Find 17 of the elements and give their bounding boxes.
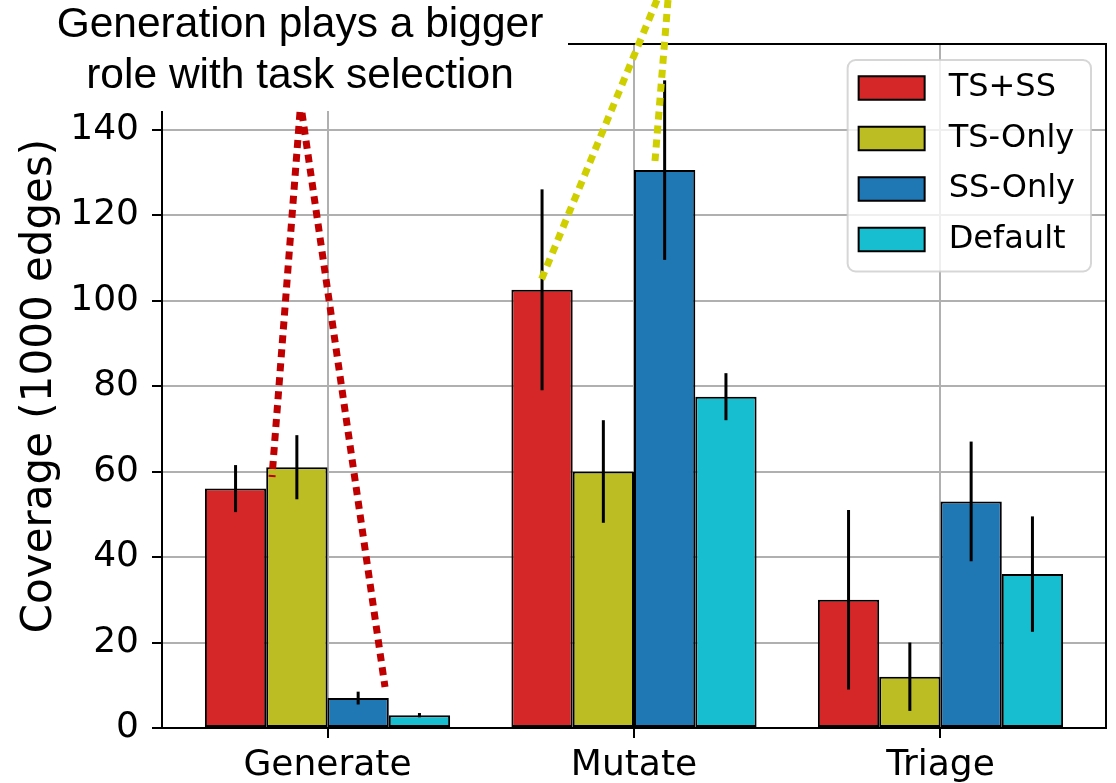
y-tick-label: 80 [93, 362, 139, 404]
y-tick-label: 0 [116, 704, 139, 746]
legend-label: SS-Only [948, 167, 1075, 206]
y-tick-label: 60 [93, 447, 139, 489]
y-tick-label: 140 [70, 105, 139, 147]
x-tick-label: Triage [885, 741, 995, 783]
annotation: Generation plays a bigger role with task selection [55, 0, 545, 99]
y-tick-label: 100 [70, 276, 139, 318]
legend-label: TS-Only [947, 116, 1075, 155]
legend-label: TS+SS [947, 66, 1056, 105]
legend-label: Default [948, 217, 1066, 256]
x-tick-label: Generate [243, 741, 412, 783]
x-tick-label: Mutate [570, 741, 698, 783]
y-tick-label: 20 [93, 618, 139, 660]
y-tick-label: 40 [93, 533, 139, 575]
y-axis-title: Coverage (1000 edges) [12, 138, 62, 634]
y-tick-label: 120 [70, 191, 139, 233]
